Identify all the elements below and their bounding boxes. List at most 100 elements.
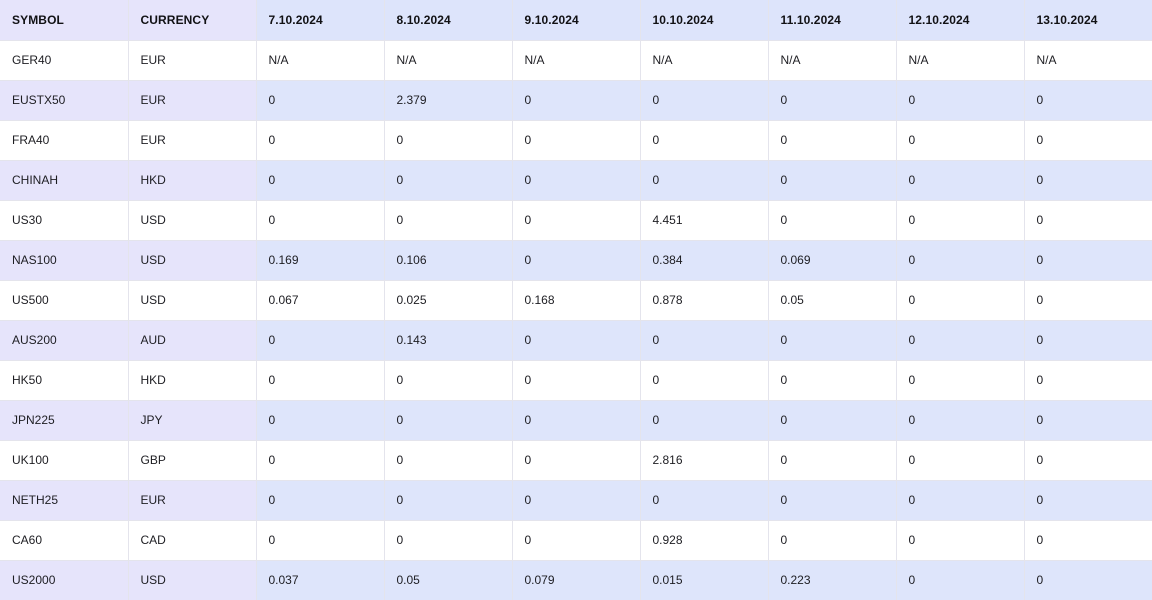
column-header-date: 11.10.2024 [768,0,897,41]
cell-value: 0 [896,200,1025,241]
cell-value: 0 [768,440,897,481]
cell-value: 0 [896,560,1025,600]
cell-value: 0 [768,320,897,361]
cell-currency: USD [128,200,257,241]
cell-value: 0 [1024,480,1152,521]
cell-value: 0 [256,320,385,361]
cell-value: 0 [384,120,513,161]
cell-value: N/A [1024,40,1152,81]
cell-value: 0 [256,360,385,401]
cell-value: 0 [1024,240,1152,281]
cell-symbol: US2000 [0,560,129,600]
cell-value: 0.928 [640,520,769,561]
cell-value: 0.015 [640,560,769,600]
cell-symbol: US30 [0,200,129,241]
cell-value: 0 [896,160,1025,201]
cell-symbol: HK50 [0,360,129,401]
cell-currency: USD [128,560,257,600]
cell-value: 0 [768,200,897,241]
cell-value: N/A [640,40,769,81]
table-row: US500 USD 0.067 0.025 0.168 0.878 0.05 0 0 [0,280,1152,321]
cell-value: 0 [896,320,1025,361]
table-row: HK50 HKD 0 0 0 0 0 0 0 [0,360,1152,401]
table-row: JPN225 JPY 0 0 0 0 0 0 0 [0,400,1152,441]
table-row: EUSTX50 EUR 0 2.379 0 0 0 0 0 [0,80,1152,121]
table-body: GER40 EUR N/A N/A N/A N/A N/A N/A N/A EUSTX50 EUR 0… [0,40,1152,600]
cell-symbol: JPN225 [0,400,129,441]
cell-value: N/A [896,40,1025,81]
cell-value: 0 [256,440,385,481]
cell-value: 0.067 [256,280,385,321]
column-header-symbol: SYMBOL [0,0,129,41]
cell-symbol: GER40 [0,40,129,81]
cell-value: 0 [512,160,641,201]
cell-value: 0 [256,480,385,521]
table-row: CA60 CAD 0 0 0 0.928 0 0 0 [0,520,1152,561]
cell-value: 0 [896,440,1025,481]
cell-symbol: CA60 [0,520,129,561]
cell-value: 4.451 [640,200,769,241]
cell-value: 0 [896,400,1025,441]
table-row: NETH25 EUR 0 0 0 0 0 0 0 [0,480,1152,521]
cell-currency: HKD [128,160,257,201]
cell-value: 0 [512,480,641,521]
cell-value: 0 [1024,320,1152,361]
cell-currency: EUR [128,40,257,81]
cell-value: 0.025 [384,280,513,321]
cell-value: 0 [768,520,897,561]
cell-value: 0.168 [512,280,641,321]
cell-value: 0 [1024,360,1152,401]
column-header-date: 10.10.2024 [640,0,769,41]
cell-value: 0 [512,520,641,561]
cell-value: 0.069 [768,240,897,281]
cell-currency: JPY [128,400,257,441]
table-row: US2000 USD 0.037 0.05 0.079 0.015 0.223 0 0 [0,560,1152,600]
cell-value: 0 [384,160,513,201]
cell-value: 0 [512,400,641,441]
table-row: GER40 EUR N/A N/A N/A N/A N/A N/A N/A [0,40,1152,81]
cell-value: 0 [896,480,1025,521]
cell-value: 0 [1024,280,1152,321]
cell-symbol: AUS200 [0,320,129,361]
cell-value: 0 [768,160,897,201]
cell-value: 0 [512,240,641,281]
cell-value: 0.169 [256,240,385,281]
cell-value: 0 [256,120,385,161]
cell-value: 0 [384,520,513,561]
cell-value: 0.037 [256,560,385,600]
cell-value: 0 [1024,520,1152,561]
cell-symbol: EUSTX50 [0,80,129,121]
cell-value: 0 [512,440,641,481]
cell-value: 0 [1024,560,1152,600]
cell-value: N/A [256,40,385,81]
cell-value: 0.05 [384,560,513,600]
cell-value: 0 [768,360,897,401]
cell-symbol: CHINAH [0,160,129,201]
column-header-date: 7.10.2024 [256,0,385,41]
cell-value: 0 [896,80,1025,121]
cell-value: N/A [512,40,641,81]
cell-symbol: US500 [0,280,129,321]
table-row: NAS100 USD 0.169 0.106 0 0.384 0.069 0 0 [0,240,1152,281]
cell-value: 0 [256,200,385,241]
cell-value: 0 [256,400,385,441]
cell-symbol: FRA40 [0,120,129,161]
cell-value: 0 [512,80,641,121]
cell-value: 0 [640,80,769,121]
cell-value: 0 [896,360,1025,401]
cell-currency: EUR [128,120,257,161]
table-row: CHINAH HKD 0 0 0 0 0 0 0 [0,160,1152,201]
cell-symbol: NETH25 [0,480,129,521]
cell-currency: USD [128,280,257,321]
cell-currency: GBP [128,440,257,481]
table-row: AUS200 AUD 0 0.143 0 0 0 0 0 [0,320,1152,361]
cell-currency: USD [128,240,257,281]
cell-value: 0 [384,440,513,481]
cell-value: 0 [512,120,641,161]
cell-value: 0 [256,520,385,561]
cell-value: 0.143 [384,320,513,361]
cell-value: 0 [512,320,641,361]
column-header-date: 8.10.2024 [384,0,513,41]
cell-value: 0 [1024,120,1152,161]
